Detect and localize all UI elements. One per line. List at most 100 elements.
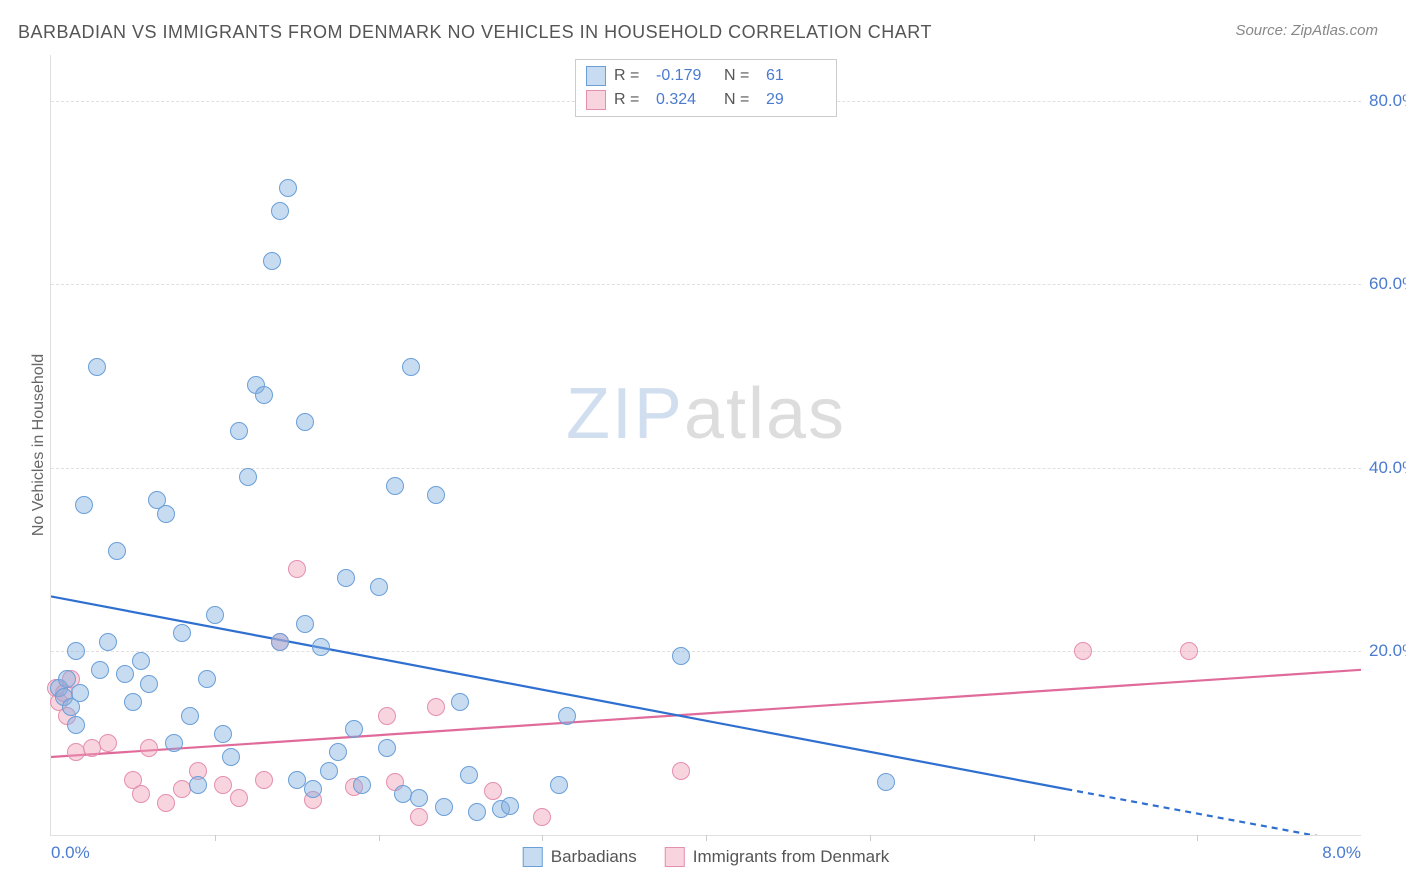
point-blue: [402, 358, 420, 376]
point-blue: [468, 803, 486, 821]
point-blue: [353, 776, 371, 794]
point-blue: [296, 615, 314, 633]
point-blue: [255, 386, 273, 404]
point-blue: [214, 725, 232, 743]
point-blue: [378, 739, 396, 757]
x-minor-tick: [1197, 835, 1198, 841]
n-label: N =: [724, 88, 758, 112]
point-blue: [279, 179, 297, 197]
r-value: -0.179: [656, 64, 716, 88]
point-pink: [255, 771, 273, 789]
trendlines-svg: [51, 55, 1361, 835]
point-pink: [378, 707, 396, 725]
point-pink: [99, 734, 117, 752]
point-blue: [337, 569, 355, 587]
r-label: R =: [614, 64, 648, 88]
chart-title: BARBADIAN VS IMMIGRANTS FROM DENMARK NO …: [18, 22, 932, 43]
point-blue: [239, 468, 257, 486]
point-pink: [173, 780, 191, 798]
legend-series: Barbadians Immigrants from Denmark: [523, 847, 890, 867]
y-tick-label: 60.0%: [1369, 274, 1406, 294]
point-blue: [222, 748, 240, 766]
watermark-zip: ZIP: [566, 374, 684, 454]
gridline: [51, 651, 1361, 652]
point-blue: [75, 496, 93, 514]
point-blue: [108, 542, 126, 560]
r-value: 0.324: [656, 88, 716, 112]
point-blue: [181, 707, 199, 725]
point-blue: [320, 762, 338, 780]
point-blue: [157, 505, 175, 523]
point-blue: [288, 771, 306, 789]
y-tick-label: 20.0%: [1369, 641, 1406, 661]
point-blue: [329, 743, 347, 761]
point-pink: [230, 789, 248, 807]
point-pink: [83, 739, 101, 757]
point-blue: [165, 734, 183, 752]
point-blue: [140, 675, 158, 693]
point-blue: [88, 358, 106, 376]
x-minor-tick: [379, 835, 380, 841]
x-minor-tick: [870, 835, 871, 841]
point-pink: [288, 560, 306, 578]
swatch-blue-icon: [523, 847, 543, 867]
point-blue: [198, 670, 216, 688]
legend-label: Immigrants from Denmark: [693, 847, 889, 867]
swatch-blue-icon: [586, 66, 606, 86]
x-tick-right: 8.0%: [1322, 843, 1361, 863]
swatch-pink-icon: [586, 90, 606, 110]
point-pink: [157, 794, 175, 812]
r-label: R =: [614, 88, 648, 112]
source-label: Source: ZipAtlas.com: [1235, 22, 1378, 39]
point-blue: [91, 661, 109, 679]
point-blue: [877, 773, 895, 791]
point-blue: [451, 693, 469, 711]
point-blue: [271, 633, 289, 651]
y-tick-label: 40.0%: [1369, 458, 1406, 478]
y-tick-label: 80.0%: [1369, 91, 1406, 111]
point-blue: [410, 789, 428, 807]
point-pink: [672, 762, 690, 780]
point-blue: [435, 798, 453, 816]
point-pink: [1074, 642, 1092, 660]
point-blue: [206, 606, 224, 624]
n-label: N =: [724, 64, 758, 88]
point-blue: [99, 633, 117, 651]
point-pink: [67, 743, 85, 761]
legend-label: Barbadians: [551, 847, 637, 867]
point-blue: [132, 652, 150, 670]
x-minor-tick: [1034, 835, 1035, 841]
legend-stats-row-blue: R = -0.179 N = 61: [586, 64, 826, 88]
legend-item-blue: Barbadians: [523, 847, 637, 867]
legend-stats: R = -0.179 N = 61 R = 0.324 N = 29: [575, 59, 837, 117]
point-blue: [427, 486, 445, 504]
point-pink: [484, 782, 502, 800]
point-blue: [230, 422, 248, 440]
point-blue: [558, 707, 576, 725]
point-blue: [124, 693, 142, 711]
plot-area: No Vehicles in Household ZIPatlas 20.0%4…: [50, 55, 1361, 836]
point-blue: [189, 776, 207, 794]
point-blue: [296, 413, 314, 431]
point-pink: [214, 776, 232, 794]
point-pink: [1180, 642, 1198, 660]
point-pink: [132, 785, 150, 803]
point-blue: [67, 716, 85, 734]
watermark: ZIPatlas: [566, 373, 846, 455]
point-blue: [173, 624, 191, 642]
point-blue: [271, 202, 289, 220]
point-blue: [460, 766, 478, 784]
gridline: [51, 284, 1361, 285]
point-blue: [312, 638, 330, 656]
legend-item-pink: Immigrants from Denmark: [665, 847, 889, 867]
swatch-pink-icon: [665, 847, 685, 867]
legend-stats-row-pink: R = 0.324 N = 29: [586, 88, 826, 112]
y-axis-label: No Vehicles in Household: [30, 354, 48, 536]
point-blue: [550, 776, 568, 794]
point-blue: [67, 642, 85, 660]
x-minor-tick: [215, 835, 216, 841]
x-minor-tick: [706, 835, 707, 841]
watermark-atlas: atlas: [684, 374, 846, 454]
point-blue: [263, 252, 281, 270]
point-blue: [672, 647, 690, 665]
